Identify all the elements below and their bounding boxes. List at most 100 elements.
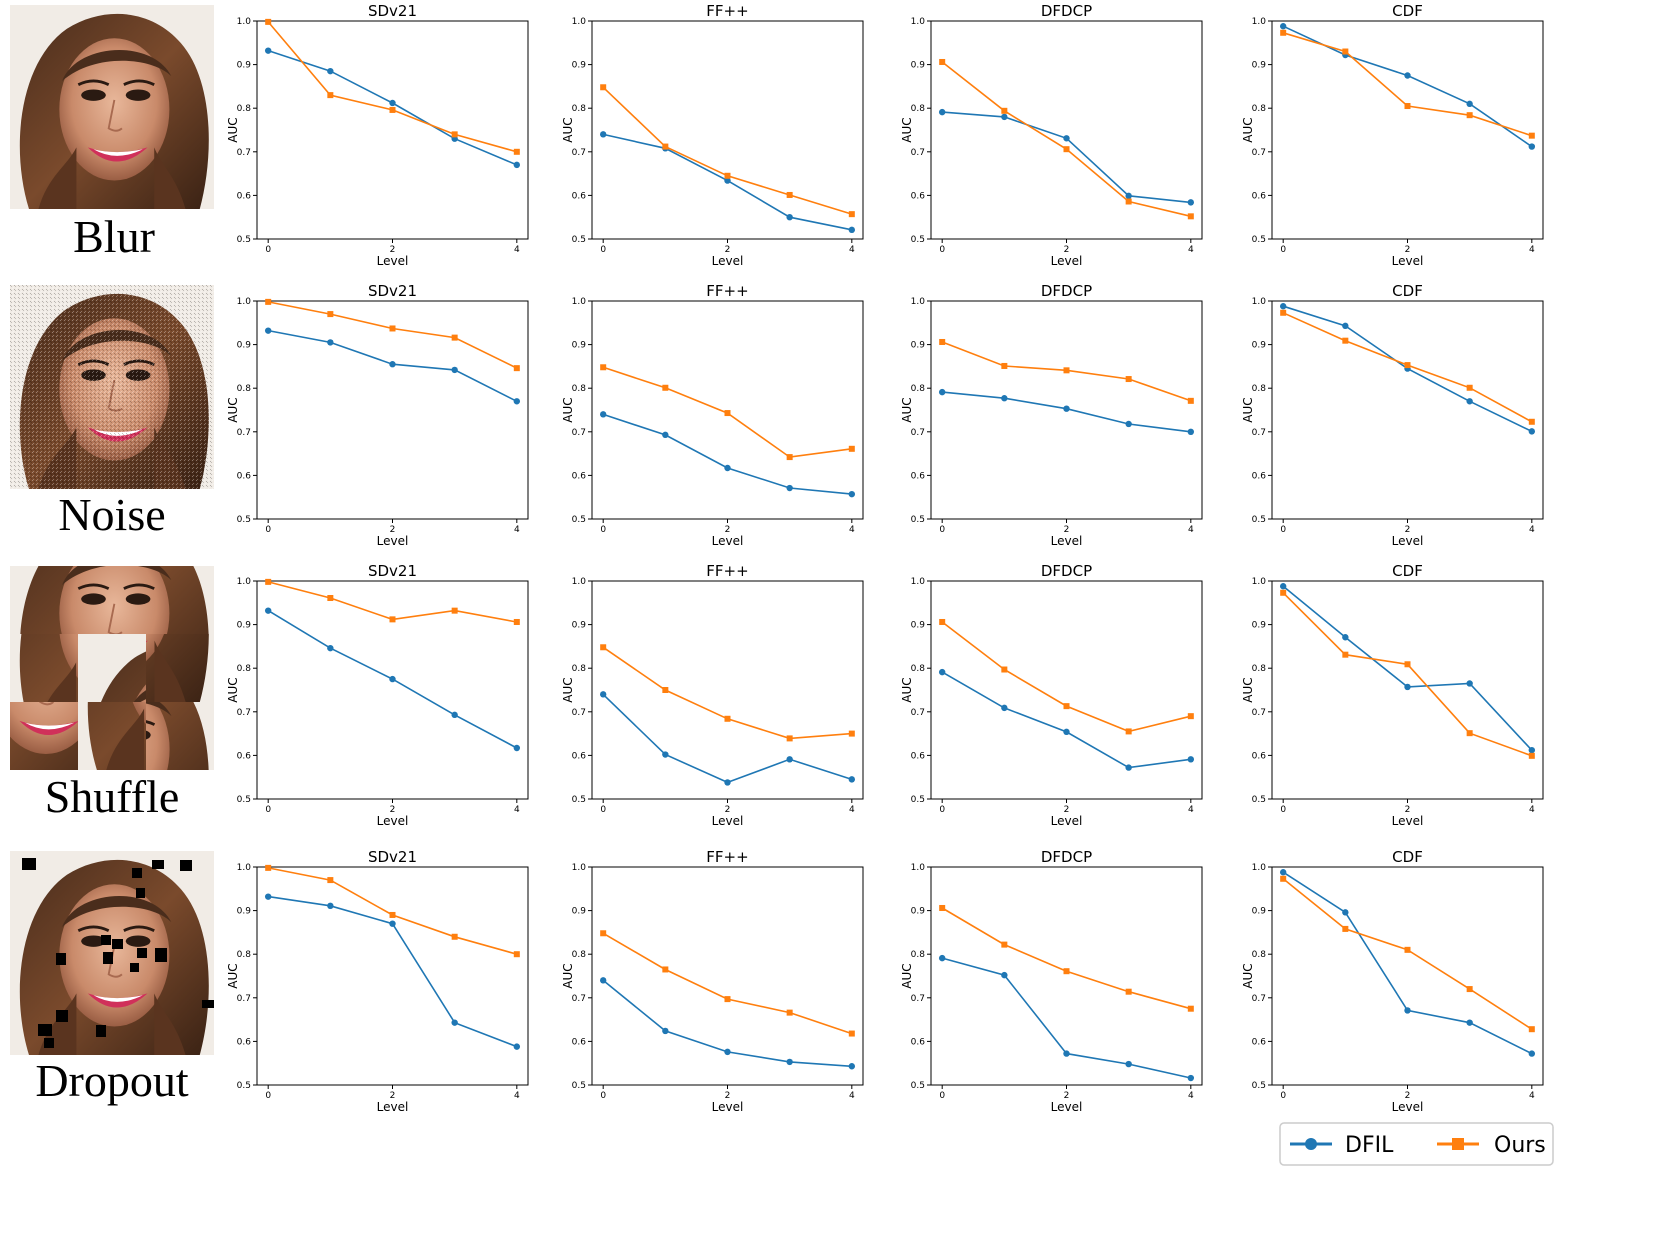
x-tick-label: 0 — [1280, 1091, 1286, 1101]
y-tick-label: 0.6 — [572, 191, 587, 201]
y-tick-label: 0.9 — [911, 621, 926, 631]
x-tick-label: 2 — [1405, 245, 1411, 255]
x-tick-label: 0 — [600, 805, 606, 815]
y-tick-label: 1.0 — [911, 297, 926, 307]
y-tick-label: 0.7 — [911, 708, 925, 718]
x-axis-label: Level — [1051, 534, 1083, 548]
data-point-ours — [939, 618, 946, 625]
data-point-ours — [662, 687, 669, 693]
plot-area — [256, 866, 529, 1086]
data-point-dfil — [451, 366, 458, 374]
x-tick-label: 2 — [725, 525, 731, 535]
y-axis-label: AUC — [226, 677, 240, 702]
data-point-ours — [265, 578, 272, 585]
data-point-dfil — [1063, 135, 1070, 142]
data-point-ours — [939, 58, 946, 65]
y-tick-label: 0.9 — [237, 341, 252, 351]
data-point-dfil — [1001, 395, 1008, 402]
data-point-ours — [327, 595, 334, 602]
data-point-ours — [389, 325, 396, 332]
data-point-dfil — [1466, 100, 1473, 108]
data-point-dfil — [1001, 704, 1008, 712]
data-point-ours — [786, 1009, 793, 1016]
data-point-dfil — [327, 902, 334, 910]
data-point-ours — [265, 864, 272, 871]
chart-dropout-dfdcp: DFDCP 0.5 0.6 0.7 0.8 0.9 1.0 0 2 4 Level AUC — [900, 848, 1203, 1114]
data-point-dfil — [1342, 634, 1349, 641]
y-axis-label: AUC — [1241, 963, 1255, 988]
x-axis-label: Level — [712, 1100, 744, 1114]
x-tick-label: 0 — [939, 245, 945, 255]
y-axis-label: AUC — [561, 963, 575, 988]
data-point-dfil — [724, 779, 731, 786]
y-tick-label: 0.7 — [1252, 994, 1266, 1004]
y-tick-label: 0.8 — [572, 664, 587, 674]
data-point-ours — [848, 445, 855, 452]
data-point-dfil — [1404, 72, 1411, 79]
y-tick-label: 0.9 — [1252, 341, 1267, 351]
data-point-ours — [848, 1030, 855, 1037]
y-tick-label: 0.5 — [1252, 235, 1266, 245]
y-tick-label: 0.5 — [1252, 1081, 1266, 1091]
data-point-dfil — [938, 954, 946, 962]
y-tick-label: 0.5 — [237, 515, 251, 525]
chart-title: CDF — [1392, 562, 1423, 580]
data-point-ours — [1528, 752, 1535, 759]
data-point-ours — [848, 730, 855, 737]
y-axis-label: AUC — [1241, 117, 1255, 142]
y-axis-label: AUC — [1241, 397, 1255, 422]
y-tick-label: 0.9 — [572, 341, 587, 351]
data-point-dfil — [264, 327, 272, 334]
y-tick-label: 0.5 — [237, 795, 251, 805]
y-tick-label: 0.5 — [1252, 515, 1266, 525]
data-point-ours — [1187, 397, 1194, 404]
data-point-ours — [1528, 1026, 1535, 1033]
y-tick-label: 0.7 — [1252, 708, 1266, 718]
y-tick-label: 0.5 — [572, 795, 586, 805]
data-point-dfil — [1466, 1019, 1473, 1026]
data-point-dfil — [1187, 1074, 1195, 1082]
plot-area — [930, 20, 1203, 240]
data-point-dfil — [513, 1043, 521, 1050]
data-point-dfil — [848, 490, 856, 498]
y-tick-label: 0.8 — [237, 664, 252, 674]
data-point-ours — [1063, 703, 1070, 710]
data-point-ours — [600, 84, 607, 91]
data-point-ours — [724, 996, 731, 1003]
chart-title: DFDCP — [1041, 562, 1092, 580]
data-point-ours — [1280, 29, 1287, 36]
x-axis-label: Level — [1051, 814, 1083, 828]
data-point-dfil — [938, 388, 946, 396]
x-axis-label: Level — [377, 534, 409, 548]
y-tick-label: 0.8 — [572, 384, 587, 394]
data-point-dfil — [1528, 143, 1536, 150]
y-tick-label: 0.6 — [572, 1037, 587, 1047]
data-point-ours — [1404, 946, 1411, 953]
x-tick-label: 2 — [1405, 805, 1411, 815]
y-tick-label: 0.9 — [237, 61, 252, 71]
y-tick-label: 0.7 — [911, 148, 925, 158]
chart-title: SDv21 — [368, 562, 417, 580]
data-point-ours — [1342, 651, 1349, 658]
data-point-dfil — [1279, 303, 1287, 310]
data-point-dfil — [1187, 199, 1195, 206]
y-axis-label: AUC — [900, 117, 914, 142]
y-axis-label: AUC — [226, 963, 240, 988]
data-point-dfil — [264, 893, 272, 900]
data-point-dfil — [513, 398, 521, 405]
data-point-ours — [1280, 309, 1287, 316]
data-point-ours — [600, 364, 607, 371]
x-axis-label: Level — [1392, 534, 1424, 548]
data-point-ours — [1528, 132, 1535, 139]
x-tick-label: 0 — [265, 245, 271, 255]
x-tick-label: 2 — [390, 805, 396, 815]
y-tick-label: 0.5 — [911, 1081, 925, 1091]
x-tick-label: 4 — [849, 245, 855, 255]
data-point-dfil — [848, 226, 856, 234]
data-point-dfil — [599, 411, 607, 418]
data-point-dfil — [1466, 680, 1473, 687]
data-point-ours — [662, 143, 669, 150]
y-axis-label: AUC — [900, 677, 914, 702]
data-point-dfil — [724, 1048, 731, 1056]
chart-noise-cdf: CDF 0.5 0.6 0.7 0.8 0.9 1.0 0 2 4 Level AUC — [1241, 282, 1544, 548]
